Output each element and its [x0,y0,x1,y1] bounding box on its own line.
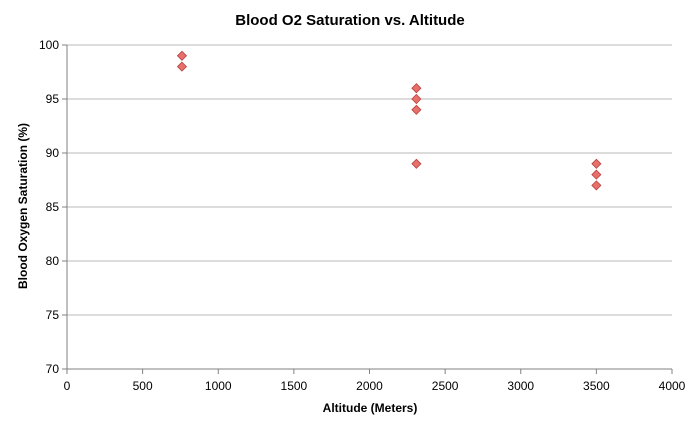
x-tick-label-1: 500 [133,379,153,393]
y-tick-label-0: 70 [46,362,60,376]
data-point-1 [176,61,188,72]
x-axis-label: Altitude (Meters) [323,401,418,415]
axes [62,44,673,374]
x-tick-label-8: 4000 [659,379,686,393]
x-tick-label-5: 2500 [432,379,459,393]
y-tick-label-2: 80 [46,254,60,268]
y-tick-label-5: 95 [46,92,60,106]
grid-lines [67,44,672,316]
x-tick-label-2: 1000 [205,379,232,393]
data-point-8 [591,180,602,191]
y-tick-label-4: 90 [46,146,60,160]
data-point-7 [591,169,602,180]
data-points [176,50,602,191]
x-tick-label-6: 3000 [507,379,534,393]
x-tick-label-4: 2000 [356,379,383,393]
y-tick-label-3: 85 [46,200,60,214]
data-point-3 [411,93,422,105]
x-tick-label-7: 3500 [583,379,610,393]
data-point-0 [176,50,188,61]
y-tick-label-1: 75 [46,308,60,322]
y-axis-label: Blood Oxygen Saturation (%) [16,123,30,289]
data-point-5 [411,158,422,169]
x-tick-label-0: 0 [64,379,71,393]
chart-title: Blood O2 Saturation vs. Altitude [235,12,464,29]
data-point-6 [591,158,602,169]
x-tick-label-3: 1500 [281,379,308,393]
data-point-4 [411,104,422,115]
data-point-2 [411,83,422,94]
y-tick-label-6: 100 [39,38,59,52]
